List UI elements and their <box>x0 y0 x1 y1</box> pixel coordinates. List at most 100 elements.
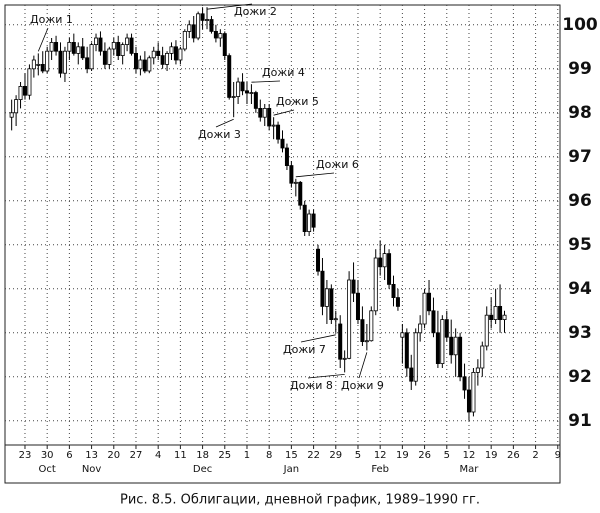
y-tick-label: 100 <box>562 15 598 35</box>
candle-body <box>351 279 356 294</box>
x-tick-label: 19 <box>396 450 409 461</box>
annotation-arrow <box>215 118 234 128</box>
x-tick-label: 8 <box>266 450 272 461</box>
candle-body <box>400 332 405 338</box>
candle-body <box>435 332 440 364</box>
candle-body <box>89 44 94 70</box>
candle-body <box>440 319 445 365</box>
annotation: Дожи 1 <box>30 13 73 26</box>
candle-body <box>329 288 334 320</box>
candle-body <box>169 46 174 54</box>
candle-body <box>31 59 36 70</box>
y-tick-label: 99 <box>568 59 592 79</box>
candle-body <box>302 204 307 232</box>
candle-body <box>67 42 72 52</box>
candle-body <box>156 50 161 57</box>
candle-body <box>173 46 178 61</box>
candle-body <box>493 305 498 320</box>
candle-body <box>205 19 210 21</box>
annotation-arrow <box>251 80 281 83</box>
candle-body <box>333 318 338 321</box>
x-tick-label: 18 <box>196 450 209 461</box>
annotation-arrow <box>300 334 336 343</box>
annotation: Дожи 6 <box>316 158 359 171</box>
candle-body <box>244 90 249 94</box>
candle-body <box>147 57 152 72</box>
candle-body <box>418 323 423 334</box>
candle-body <box>480 345 485 369</box>
candle-body <box>218 33 223 39</box>
x-tick-label: 6 <box>66 450 72 461</box>
y-tick-label: 98 <box>568 103 592 123</box>
y-tick-label: 96 <box>568 191 592 211</box>
candle-body <box>45 50 50 72</box>
x-tick-label: 29 <box>329 450 342 461</box>
candle-body <box>111 42 116 50</box>
candle-body <box>222 33 227 56</box>
x-tick-label: 27 <box>130 450 143 461</box>
candle-body <box>262 108 267 118</box>
candle-body <box>271 124 276 127</box>
candle-body <box>40 64 45 72</box>
x-tick-label: 5 <box>444 450 450 461</box>
candle-body <box>227 55 232 98</box>
annotation: Дожи 4 <box>262 66 305 79</box>
candle-body <box>316 248 321 272</box>
candle-body <box>129 37 134 54</box>
y-tick-label: 92 <box>568 367 592 387</box>
candle-body <box>213 30 218 39</box>
candle-body <box>484 314 489 347</box>
annotation-arrow <box>273 109 295 116</box>
x-tick-label: 4 <box>155 450 161 461</box>
candle-body <box>54 42 59 52</box>
candle-body <box>289 165 294 184</box>
candle-body <box>364 340 369 343</box>
annotation: Дожи 2 <box>234 5 277 18</box>
annotation-arrow <box>307 374 345 379</box>
annotation: Дожи 7 <box>283 343 326 356</box>
x-tick-label: 12 <box>374 450 387 461</box>
candle-body <box>431 310 436 334</box>
candle-body <box>9 112 14 118</box>
candle-body <box>462 376 467 391</box>
candle-body <box>49 42 54 52</box>
candle-body <box>347 279 352 359</box>
candle-body <box>165 53 170 65</box>
candle-body <box>413 332 418 382</box>
x-tick-label: 22 <box>307 450 320 461</box>
x-tick-label: 12 <box>463 450 476 461</box>
candle-body <box>444 319 449 338</box>
candle-body <box>120 44 125 56</box>
annotation: Дожи 3 <box>198 128 241 141</box>
x-tick-label: 5 <box>355 450 361 461</box>
candle-body <box>178 48 183 61</box>
candle-body <box>236 81 241 97</box>
candle-body <box>14 99 19 114</box>
candle-body <box>267 108 272 127</box>
candle-body <box>94 37 99 45</box>
candle-body <box>231 96 236 98</box>
candle-body <box>404 332 409 369</box>
candle-body <box>391 283 396 298</box>
candle-body <box>422 292 427 325</box>
candle-body <box>471 371 476 413</box>
month-label: Jan <box>283 464 299 475</box>
candle-body <box>62 50 67 74</box>
month-label: Oct <box>39 464 56 475</box>
x-tick-label: 30 <box>41 450 54 461</box>
x-tick-label: 19 <box>485 450 498 461</box>
candle-body <box>355 292 360 321</box>
y-tick-label: 97 <box>568 147 592 167</box>
candle-body <box>18 86 23 101</box>
candle-body <box>107 48 112 65</box>
candle-body <box>240 81 245 92</box>
candle-body <box>284 147 289 167</box>
candle-body <box>160 55 165 65</box>
month-label: Dec <box>193 464 212 475</box>
candle-body <box>373 257 378 312</box>
candle-body <box>71 42 76 54</box>
y-tick-label: 95 <box>568 235 592 255</box>
y-tick-label: 91 <box>568 411 592 431</box>
candle-body <box>142 59 147 72</box>
